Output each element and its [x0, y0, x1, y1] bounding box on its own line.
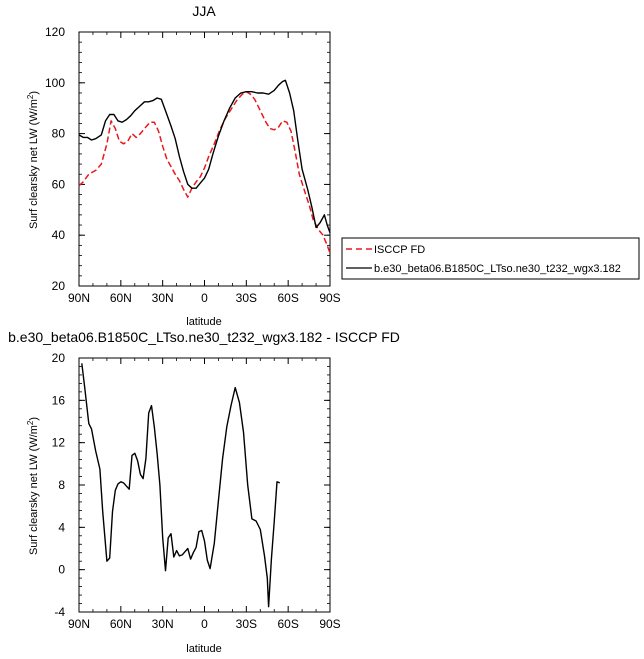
- x-tick-label: 90S: [319, 617, 340, 631]
- top-chart-title: JJA: [192, 3, 216, 19]
- x-tick-label: 60N: [110, 291, 132, 305]
- y-tick-label: 40: [52, 228, 66, 242]
- top-x-axis-label: latitude: [186, 316, 221, 328]
- legend: ISCCP FD b.e30_beta06.B1850C_LTso.ne30_t…: [341, 237, 640, 280]
- legend-label-isccp: ISCCP FD: [374, 244, 425, 256]
- x-tick-label: 60N: [110, 617, 132, 631]
- x-tick-label: 90N: [68, 291, 90, 305]
- x-tick-label: 60S: [277, 617, 298, 631]
- x-tick-label: 90S: [319, 291, 340, 305]
- series-line-0-1: [78, 79, 331, 233]
- top-panel: JJA 90N 60N 30N 0 30S 60S 90S 20 40 60 80 100 120 la…: [26, 3, 341, 328]
- y-tick-label: 60: [52, 177, 66, 191]
- legend-box: [341, 237, 640, 280]
- y-tick-label: 4: [58, 520, 65, 534]
- bottom-chart-title: b.e30_beta06.B1850C_LTso.ne30_t232_wgx3.…: [8, 329, 400, 345]
- x-tick-label: 90N: [68, 617, 90, 631]
- top-plot-frame: [78, 31, 331, 287]
- y-tick-label: 8: [58, 478, 65, 492]
- x-tick-label: 60S: [277, 291, 298, 305]
- y-tick-label: 80: [52, 127, 66, 141]
- y-tick-label: 20: [52, 279, 66, 293]
- y-tick-label: 0: [58, 563, 65, 577]
- x-tick-label: 30N: [152, 291, 174, 305]
- y-tick-label: 20: [52, 351, 66, 365]
- bottom-panel: b.e30_beta06.B1850C_LTso.ne30_t232_wgx3.…: [8, 329, 400, 655]
- y-tick-label: 100: [45, 76, 65, 90]
- top-y-axis-label: Surf clearsky net LW (W/m2): [26, 91, 40, 229]
- x-tick-label: 30N: [152, 617, 174, 631]
- bottom-x-axis-label: latitude: [186, 643, 221, 655]
- x-tick-label: 0: [201, 291, 208, 305]
- bottom-plot-frame: [78, 357, 331, 613]
- y-tick-label: 16: [52, 393, 66, 407]
- x-tick-label: 30S: [236, 617, 257, 631]
- series-line-1-0: [81, 363, 281, 608]
- legend-label-model: b.e30_beta06.B1850C_LTso.ne30_t232_wgx3.…: [374, 263, 621, 275]
- bottom-y-axis-label: Surf clearsky net LW (W/m2): [26, 417, 40, 555]
- y-tick-label: -4: [54, 605, 65, 619]
- y-tick-label: 12: [52, 436, 66, 450]
- series-line-0-0: [78, 90, 331, 254]
- y-tick-label: 120: [45, 25, 65, 39]
- x-tick-label: 0: [201, 617, 208, 631]
- x-tick-label: 30S: [236, 291, 257, 305]
